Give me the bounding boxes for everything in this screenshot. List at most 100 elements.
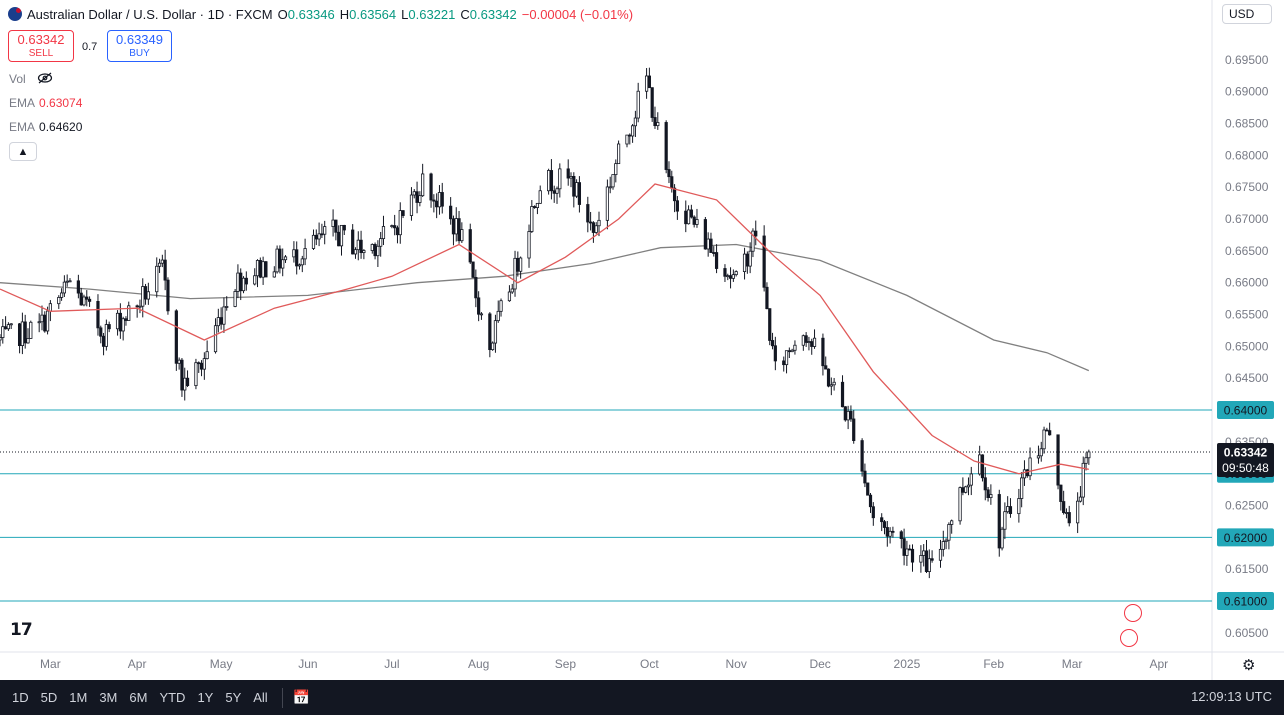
news-flag-icon[interactable] bbox=[1124, 604, 1142, 622]
ema-slow-indicator[interactable]: EMA 0.64620 bbox=[9, 120, 82, 134]
candle-body bbox=[499, 300, 503, 312]
y-tick-label: 0.67500 bbox=[1225, 180, 1269, 194]
candle-body bbox=[866, 482, 870, 496]
calendar-range-icon[interactable]: 📅 bbox=[292, 689, 311, 705]
candle-body bbox=[840, 381, 845, 408]
range-3m[interactable]: 3M bbox=[99, 690, 118, 705]
candle-body bbox=[62, 281, 66, 294]
candle-body bbox=[978, 454, 982, 475]
candle-body bbox=[57, 297, 61, 305]
sell-button[interactable]: 0.63342 SELL bbox=[8, 30, 74, 62]
candle-body bbox=[664, 122, 668, 170]
range-6m[interactable]: 6M bbox=[129, 690, 148, 705]
candle-body bbox=[87, 298, 92, 302]
y-tick-label: 0.65500 bbox=[1225, 308, 1269, 322]
candle-body bbox=[846, 410, 850, 421]
candle-body bbox=[379, 238, 383, 247]
high-value: 0.63564 bbox=[349, 6, 397, 22]
candle-body bbox=[138, 305, 142, 308]
candle-body bbox=[885, 527, 889, 537]
x-tick-label: Sep bbox=[555, 657, 577, 671]
candle-body bbox=[667, 169, 671, 178]
candle-body bbox=[824, 365, 828, 370]
range-1y[interactable]: 1Y bbox=[197, 690, 214, 705]
candle-body bbox=[969, 473, 973, 486]
y-tick-label: 0.66500 bbox=[1225, 244, 1269, 258]
candle-body bbox=[891, 530, 895, 533]
candle-body bbox=[549, 170, 554, 192]
candle-body bbox=[997, 494, 1001, 549]
candle-body bbox=[241, 277, 246, 292]
candle-body bbox=[370, 244, 374, 251]
level-tag-label: 0.64000 bbox=[1224, 404, 1268, 418]
tradingview-logo-icon[interactable]: 17 bbox=[10, 620, 33, 640]
news-flag-icon[interactable] bbox=[1120, 629, 1138, 647]
collapse-legend-button[interactable]: ▲ bbox=[9, 142, 37, 161]
candle-body bbox=[213, 325, 218, 353]
candle-body bbox=[782, 360, 786, 366]
level-tag bbox=[1217, 528, 1274, 547]
candle-body bbox=[401, 210, 405, 216]
ema-fast-indicator[interactable]: EMA 0.63074 bbox=[9, 96, 82, 110]
candle-body bbox=[314, 234, 318, 240]
candle-body bbox=[1008, 506, 1013, 515]
range-ytd[interactable]: YTD bbox=[159, 690, 186, 705]
candle-body bbox=[331, 219, 335, 227]
candle-body bbox=[222, 306, 226, 325]
high-label: H bbox=[339, 6, 350, 22]
symbol-title[interactable]: Australian Dollar / U.S. Dollar · 1D · F… bbox=[27, 6, 273, 22]
candle-body bbox=[359, 239, 363, 254]
range-5d[interactable]: 5D bbox=[40, 690, 58, 705]
candle-body bbox=[496, 310, 500, 322]
candle-body bbox=[337, 231, 341, 247]
candle-body bbox=[9, 323, 13, 326]
currency-selector[interactable]: USD bbox=[1222, 4, 1272, 24]
candle-body bbox=[135, 305, 139, 308]
candle-body bbox=[477, 297, 481, 315]
buy-button[interactable]: 0.63349 BUY bbox=[107, 30, 172, 62]
candle-body bbox=[409, 194, 414, 216]
candle-body bbox=[255, 260, 260, 277]
candle-body bbox=[577, 182, 582, 205]
eye-off-icon[interactable] bbox=[37, 72, 53, 84]
x-tick-label: 2025 bbox=[894, 657, 921, 671]
candle-body bbox=[728, 275, 733, 279]
candle-body bbox=[471, 261, 475, 278]
candle-body bbox=[754, 230, 758, 237]
range-5y[interactable]: 5Y bbox=[225, 690, 242, 705]
candle-body bbox=[608, 186, 612, 189]
candle-body bbox=[121, 318, 125, 332]
candle-body bbox=[244, 277, 248, 285]
utc-clock[interactable]: 12:09:13 UTC bbox=[1191, 689, 1272, 704]
chevron-up-icon: ▲ bbox=[17, 145, 29, 158]
price-axis: 0.69500 0.69000 0.68500 0.68000 0.67500 0.670… bbox=[1225, 53, 1269, 640]
candle-body bbox=[1028, 457, 1032, 477]
candle-body bbox=[197, 362, 201, 365]
candle-body bbox=[958, 487, 962, 522]
gear-icon[interactable]: ⚙ bbox=[1242, 657, 1256, 674]
candle-body bbox=[454, 218, 458, 235]
candle-body bbox=[356, 239, 360, 251]
candle-body bbox=[68, 280, 72, 283]
candle-body bbox=[1042, 429, 1046, 450]
x-tick-label: Feb bbox=[983, 657, 1004, 671]
x-tick-label: Mar bbox=[1062, 657, 1083, 671]
range-1d[interactable]: 1D bbox=[12, 690, 29, 705]
volume-indicator[interactable]: Vol bbox=[9, 72, 53, 86]
candle-body bbox=[281, 259, 285, 269]
candle-body bbox=[283, 256, 288, 261]
candle-body bbox=[278, 248, 282, 269]
candle-body bbox=[253, 275, 257, 285]
candle-body bbox=[938, 548, 943, 561]
candle-body bbox=[538, 190, 542, 204]
candle-body bbox=[107, 324, 111, 330]
candle-body bbox=[1084, 457, 1088, 464]
candle-body bbox=[373, 244, 377, 257]
time-axis: Mar Apr May Jun Jul Aug Sep Oct Nov Dec 2025 Feb Mar… bbox=[40, 657, 1168, 671]
candle-body bbox=[104, 324, 108, 347]
candle-body bbox=[628, 134, 632, 137]
candle-body bbox=[395, 227, 400, 236]
range-1m[interactable]: 1M bbox=[69, 690, 88, 705]
range-all[interactable]: All bbox=[253, 690, 268, 705]
